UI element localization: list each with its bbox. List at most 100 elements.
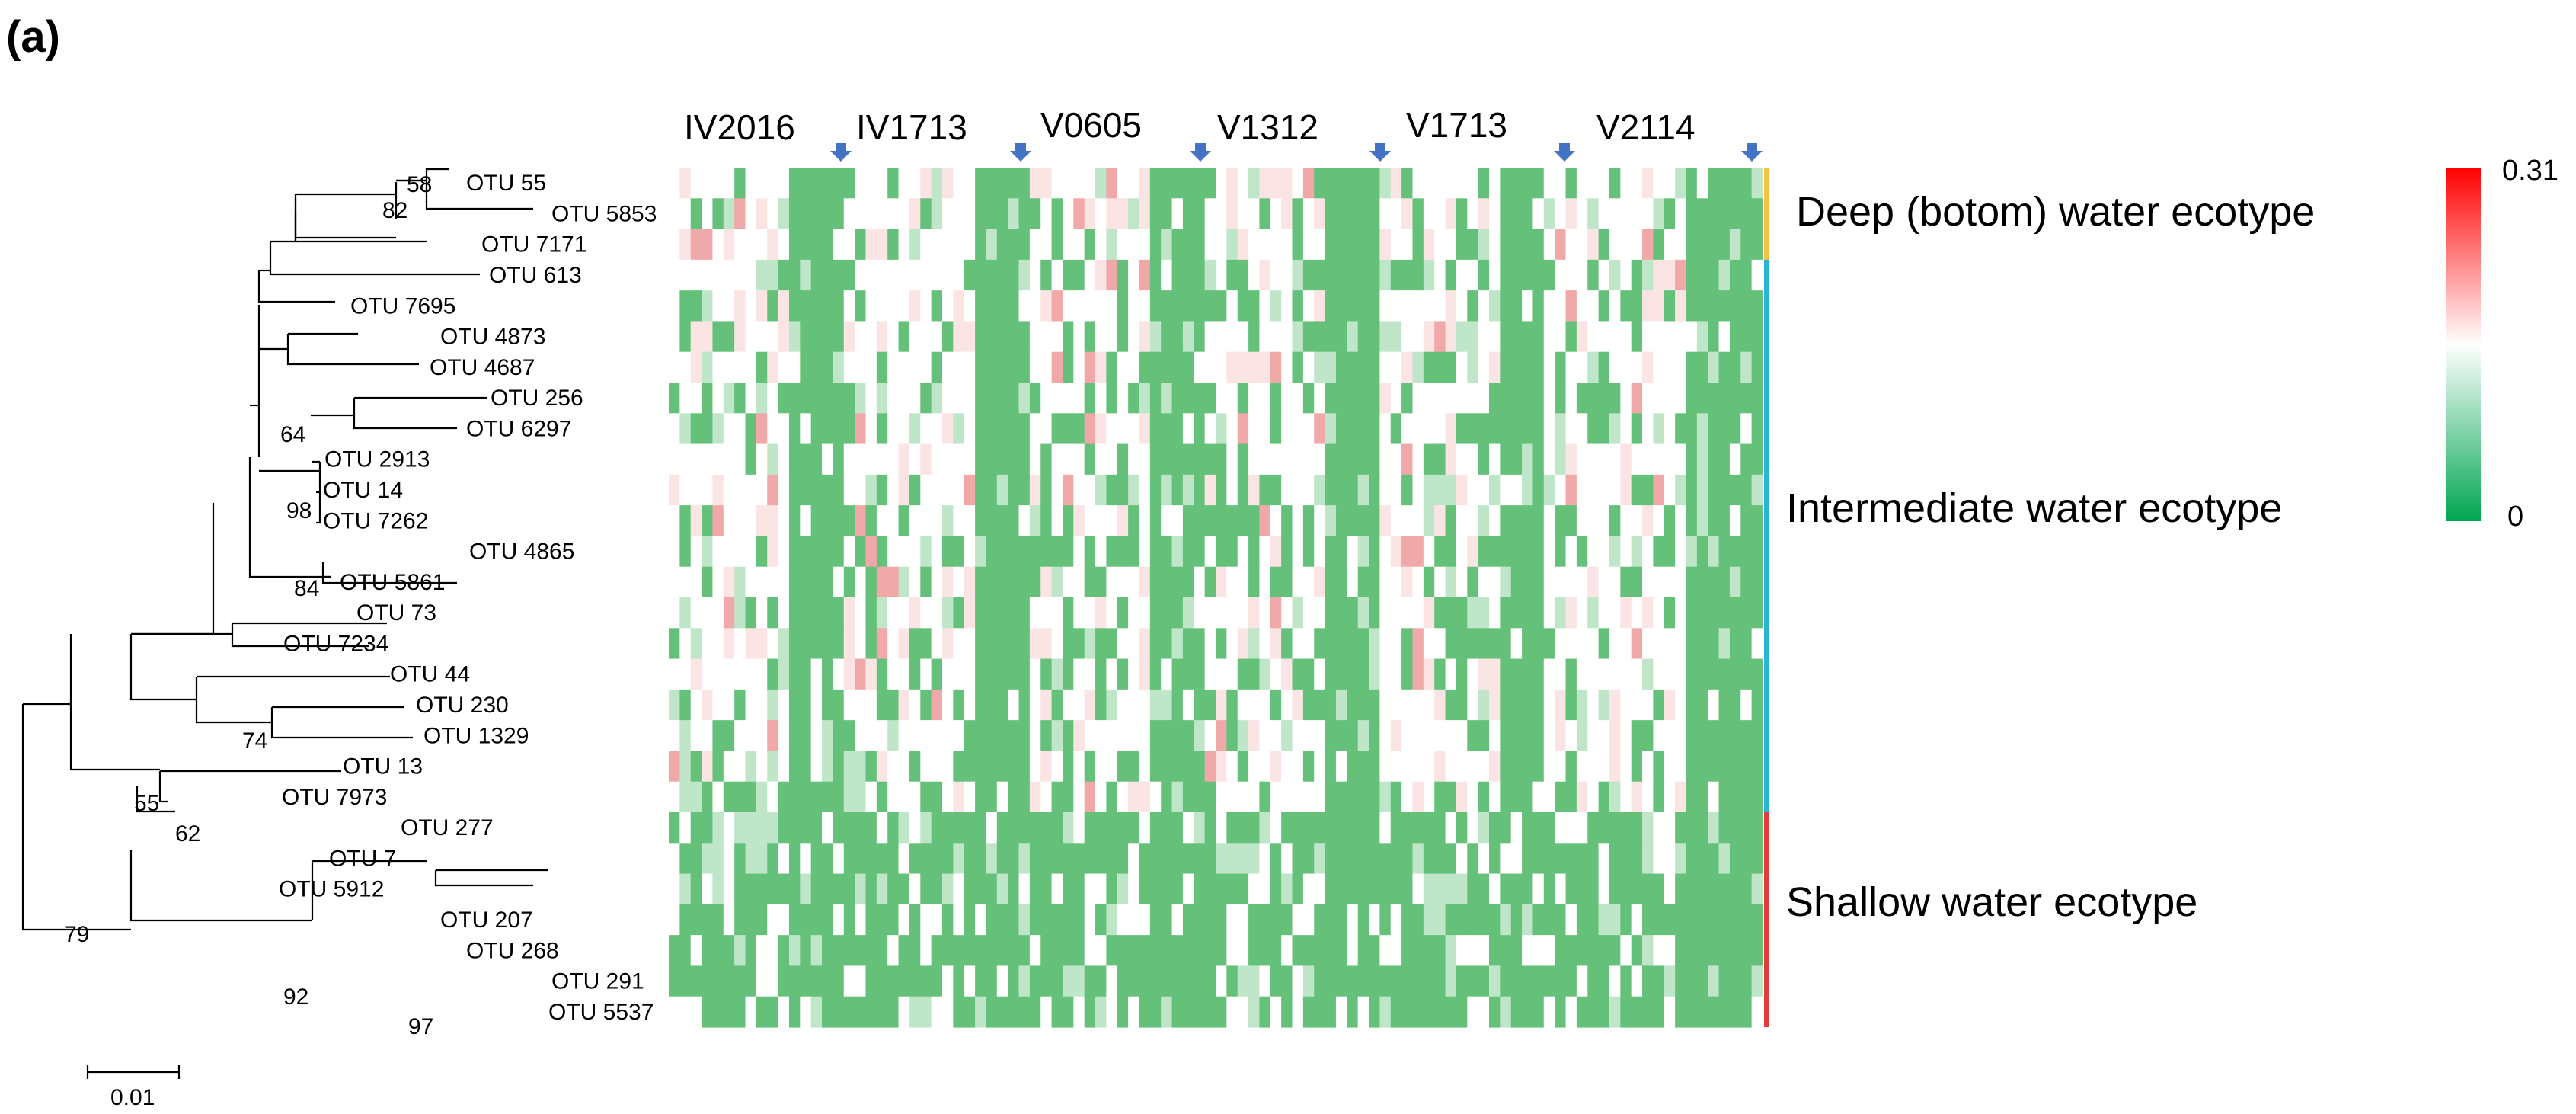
heatmap-cell [833, 443, 845, 475]
heatmap-cell [1062, 536, 1074, 568]
heatmap-cell [1456, 443, 1468, 475]
heatmap-cell [1259, 658, 1271, 690]
heatmap-cell [767, 873, 779, 905]
heatmap-cell [1522, 689, 1534, 721]
heatmap-cell [1029, 259, 1041, 291]
heatmap-cell [800, 965, 812, 997]
heatmap-cell [756, 536, 768, 568]
heatmap-cell [1369, 812, 1380, 844]
heatmap-cell [986, 168, 998, 199]
heatmap-cell [1642, 383, 1654, 414]
heatmap-cell [876, 658, 888, 690]
heatmap-cell [964, 965, 976, 997]
heatmap-cell [855, 505, 867, 537]
heatmap-cell [1379, 996, 1392, 1028]
heatmap-cell [1751, 843, 1763, 875]
heatmap-cell [723, 689, 735, 721]
heatmap-cell [1204, 413, 1216, 445]
heatmap-cell [843, 321, 855, 353]
heatmap-cell [1609, 168, 1621, 199]
heatmap-cell [1018, 168, 1031, 199]
heatmap-cell [1664, 383, 1676, 414]
heatmap-cell [865, 413, 877, 445]
column-arrow-icon [1369, 143, 1391, 162]
heatmap-cell [833, 198, 845, 230]
heatmap-cell [843, 229, 855, 261]
heatmap-cell [1696, 812, 1708, 844]
heatmap-cell [1686, 505, 1698, 537]
heatmap-cell [1686, 812, 1698, 844]
heatmap-cell [1576, 996, 1588, 1028]
heatmap-cell [996, 383, 1008, 414]
heatmap-cell [800, 720, 812, 752]
heatmap-cell [1609, 443, 1621, 475]
heatmap-cell [865, 351, 877, 383]
heatmap-cell [669, 413, 680, 445]
heatmap-cell [855, 904, 867, 936]
heatmap-cell [1740, 597, 1753, 629]
heatmap-cell [986, 689, 998, 721]
heatmap-cell [1522, 413, 1534, 445]
heatmap-cell [1369, 290, 1380, 322]
heatmap-cell [1357, 751, 1369, 783]
heatmap-cell [1565, 321, 1577, 353]
otu-row-label: OTU 2913 [324, 447, 430, 472]
heatmap-cell [1379, 351, 1392, 383]
heatmap-cell [1171, 873, 1184, 905]
heatmap-cell [1347, 198, 1359, 230]
heatmap-cell [1543, 413, 1555, 445]
heatmap-cell [1587, 259, 1600, 291]
heatmap-cell [1161, 383, 1173, 414]
heatmap-cell [767, 751, 779, 783]
heatmap-cell [1128, 996, 1140, 1028]
heatmap-cell [822, 321, 833, 353]
heatmap-cell [1259, 505, 1271, 537]
heatmap-cell [1161, 873, 1173, 905]
heatmap-cell [1018, 658, 1031, 690]
heatmap-cell [1018, 198, 1031, 230]
heatmap-cell [1718, 935, 1731, 967]
heatmap-cell [1467, 321, 1479, 353]
heatmap-cell [1347, 413, 1359, 445]
heatmap-cell [1576, 351, 1588, 383]
heatmap-cell [964, 751, 976, 783]
heatmap-cell [822, 198, 833, 230]
heatmap-cell [1598, 904, 1610, 936]
heatmap-cell [1696, 566, 1708, 598]
heatmap-cell [931, 321, 943, 353]
heatmap-cell [1040, 321, 1053, 353]
heatmap-cell [1467, 965, 1479, 997]
heatmap-cell [1445, 229, 1457, 261]
heatmap-cell [1412, 781, 1424, 813]
heatmap-cell [1194, 628, 1206, 660]
heatmap-cell [1532, 996, 1545, 1028]
heatmap-cell [1576, 383, 1588, 414]
heatmap-cell [1434, 198, 1446, 230]
heatmap-cell [1117, 628, 1129, 660]
heatmap-cell [865, 965, 877, 997]
heatmap-cell [767, 383, 779, 414]
heatmap-cell [1237, 812, 1249, 844]
heatmap-cell [1117, 751, 1129, 783]
heatmap-cell [909, 259, 921, 291]
heatmap-cell [767, 843, 779, 875]
heatmap-cell [1051, 566, 1063, 598]
heatmap-cell [1357, 443, 1369, 475]
heatmap-cell [712, 720, 724, 752]
heatmap-cell [1347, 751, 1359, 783]
heatmap-cell [1740, 935, 1753, 967]
heatmap-cell [702, 658, 714, 690]
heatmap-cell [723, 443, 735, 475]
heatmap-cell [1018, 996, 1031, 1028]
heatmap-cell [1302, 383, 1315, 414]
heatmap-cell [920, 290, 932, 322]
heatmap-cell [1204, 259, 1216, 291]
heatmap-cell [723, 536, 735, 568]
heatmap-cell [1171, 536, 1184, 568]
heatmap-cell [1653, 904, 1665, 936]
heatmap-cell [1292, 720, 1304, 752]
heatmap-cell [800, 597, 812, 629]
heatmap-cell [1062, 628, 1074, 660]
heatmap-cell [1226, 904, 1238, 936]
heatmap-cell [1171, 720, 1184, 752]
